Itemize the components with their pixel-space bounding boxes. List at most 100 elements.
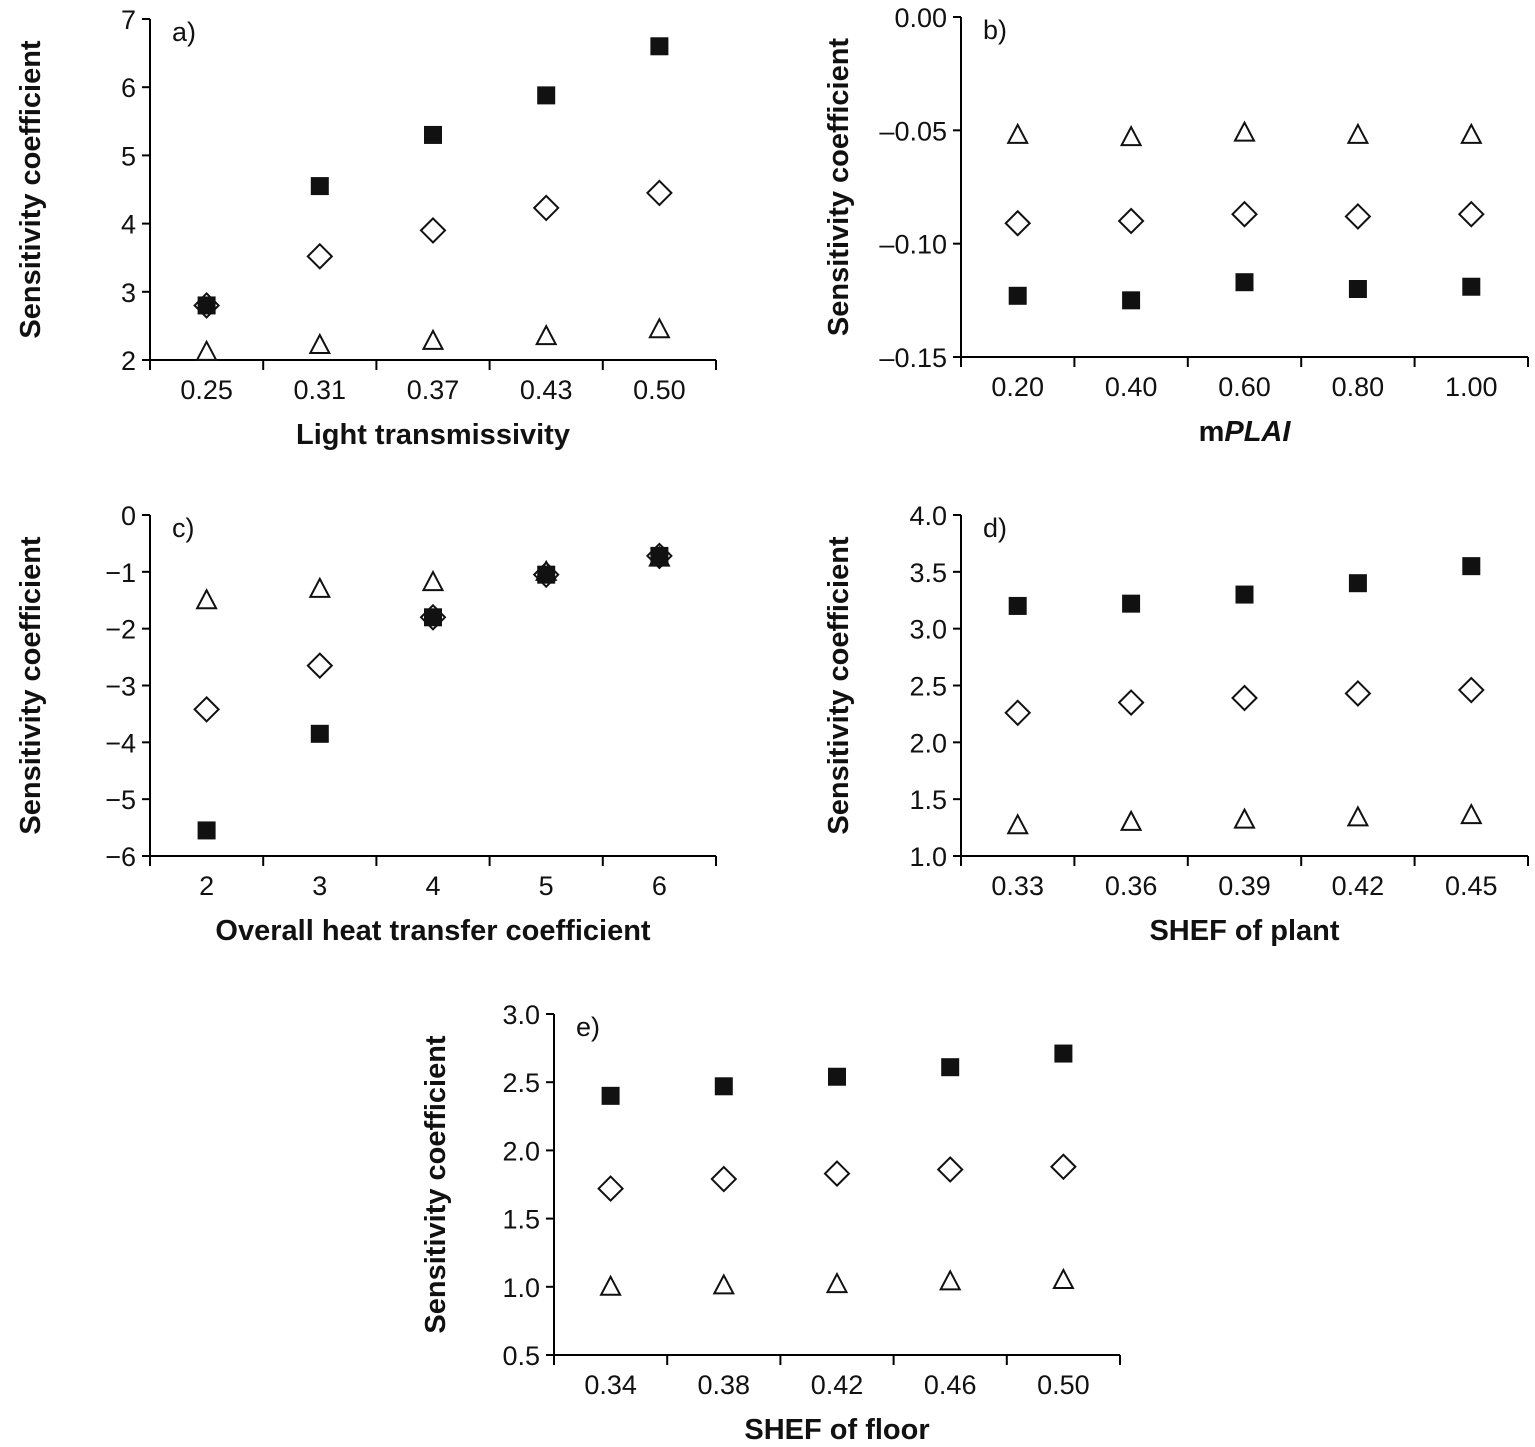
data-point-square — [310, 177, 329, 196]
x-tick-label: 0.80 — [1332, 372, 1385, 402]
data-point-diamond — [306, 242, 334, 270]
y-tick-label: 6 — [121, 73, 136, 103]
x-tick-label: 0.31 — [294, 375, 347, 405]
x-tick-label: 0.43 — [520, 375, 573, 405]
data-point-triangle — [1006, 122, 1029, 144]
x-tick-label: 0.33 — [991, 871, 1044, 901]
y-tick-label: 2.5 — [502, 1068, 540, 1098]
x-axis-title: Overall heat transfer coefficient — [215, 915, 650, 947]
x-tick-label: 2 — [199, 871, 214, 901]
data-point-triangle — [825, 1271, 849, 1294]
y-tick-label: 1.5 — [909, 785, 947, 815]
data-point-triangle — [1006, 813, 1029, 835]
y-tick-label: −6 — [105, 842, 136, 872]
data-point-diamond — [710, 1165, 738, 1193]
x-tick-label: 0.38 — [698, 1370, 751, 1400]
data-point-triangle — [308, 332, 331, 354]
data-point-diamond — [597, 1175, 625, 1203]
x-tick-label: 0.36 — [1105, 871, 1158, 901]
data-point-triangle — [1052, 1267, 1075, 1289]
x-tick-label: 0.50 — [1037, 1370, 1090, 1400]
data-point-diamond — [1049, 1153, 1077, 1181]
data-point-diamond — [1457, 200, 1485, 228]
data-point-diamond — [645, 542, 673, 570]
y-tick-label: –0.10 — [879, 230, 947, 260]
data-point-triangle — [421, 569, 445, 592]
x-axis-title-text: SHEF of plant — [1149, 915, 1339, 947]
x-tick-label: 0.40 — [1105, 372, 1158, 402]
panel-label: c) — [172, 513, 195, 543]
y-tick-label: 3.5 — [909, 558, 947, 588]
data-point-square — [310, 724, 329, 743]
data-point-triangle — [1346, 122, 1370, 144]
data-point-diamond — [1117, 689, 1145, 716]
y-tick-label: 0.00 — [894, 3, 947, 33]
data-point-diamond — [306, 652, 334, 680]
data-point-square — [1235, 585, 1254, 604]
x-tick-label: 0.37 — [407, 375, 460, 405]
x-tick-label: 0.25 — [180, 375, 233, 405]
x-tick-label: 3 — [312, 871, 327, 901]
x-tick-label: 0.46 — [924, 1370, 977, 1400]
y-tick-label: −2 — [105, 615, 136, 645]
y-tick-label: 1.0 — [502, 1273, 540, 1303]
x-tick-label: 0.39 — [1218, 871, 1271, 901]
x-tick-label: 6 — [652, 871, 667, 901]
data-point-diamond — [419, 603, 447, 631]
x-tick-label: 1.00 — [1445, 372, 1498, 402]
data-point-triangle — [195, 588, 218, 610]
x-axis-title: SHEF of floor — [744, 1414, 929, 1446]
chart-panel-b: –0.15 –0.10 –0.05 0.00 0.20 0.40 0.60 0.80 1.00 m… — [823, 3, 1529, 448]
data-point-diamond — [1231, 684, 1258, 712]
y-axis-title: Sensitivity coefficient — [823, 536, 855, 834]
data-point-triangle — [535, 323, 558, 346]
y-tick-label: 1.5 — [502, 1205, 540, 1235]
data-point-diamond — [936, 1156, 964, 1183]
data-point-square — [650, 546, 669, 565]
x-tick-label: 0.45 — [1445, 871, 1498, 901]
y-tick-label: 0 — [121, 501, 136, 531]
x-axis-title-italic: PLAI — [1224, 416, 1291, 448]
y-tick-label: 4.0 — [909, 501, 947, 531]
y-axis-title: Sensitivity coefficient — [420, 1035, 452, 1333]
y-tick-label: −1 — [105, 558, 136, 588]
x-tick-label: 0.34 — [584, 1370, 637, 1400]
y-tick-label: 0.5 — [502, 1341, 540, 1371]
chart-panel-a: 2 3 4 5 6 7 0.25 0.31 0.37 0.43 0.50 Light transmis… — [15, 5, 717, 451]
data-point-square — [1008, 286, 1027, 305]
x-axis-title: SHEF of plant — [1149, 915, 1339, 947]
data-point-square — [1348, 574, 1367, 593]
data-point-square — [1462, 557, 1481, 576]
y-tick-label: –0.15 — [879, 343, 947, 373]
data-point-square — [1054, 1044, 1073, 1063]
data-point-triangle — [1233, 120, 1256, 142]
y-tick-label: 5 — [121, 141, 136, 171]
y-tick-label: 2.0 — [502, 1136, 540, 1166]
y-tick-label: 7 — [121, 5, 136, 35]
panel-label: d) — [983, 513, 1007, 543]
y-tick-label: 2 — [121, 346, 136, 376]
y-axis-title: Sensitivity coefficient — [15, 536, 47, 834]
panel-label: e) — [576, 1012, 600, 1042]
x-tick-label: 0.20 — [991, 372, 1044, 402]
data-point-triangle — [421, 328, 445, 350]
data-point-triangle — [1233, 807, 1256, 829]
data-point-diamond — [1344, 680, 1372, 707]
data-point-triangle — [648, 545, 671, 567]
x-tick-label: 0.42 — [1332, 871, 1385, 901]
data-point-square — [197, 821, 216, 840]
y-tick-label: 3.0 — [909, 615, 947, 645]
data-point-diamond — [1231, 200, 1258, 228]
data-point-square — [197, 296, 216, 315]
data-point-diamond — [1344, 203, 1372, 230]
y-tick-label: 3 — [121, 278, 136, 308]
y-axis-title: Sensitivity coefficient — [15, 40, 47, 338]
y-tick-label: −3 — [105, 672, 136, 702]
x-tick-label: 4 — [425, 871, 440, 901]
data-point-diamond — [193, 695, 221, 723]
data-point-square — [1462, 277, 1481, 296]
data-point-square — [1122, 291, 1141, 310]
data-point-diamond — [419, 217, 447, 244]
x-axis-title-text: m — [1199, 416, 1225, 448]
